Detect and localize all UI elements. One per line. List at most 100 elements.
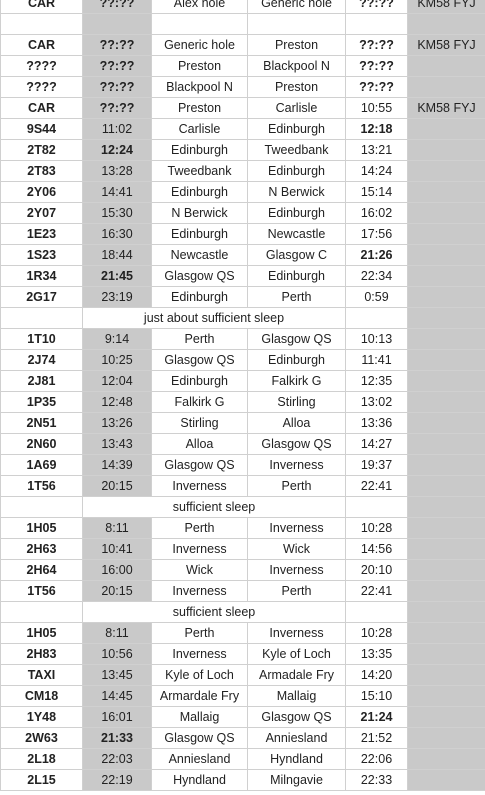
departure-cell: 16:30: [82, 223, 152, 245]
origin-cell: Newcastle: [151, 244, 248, 266]
unit-cell: [407, 412, 485, 434]
arrival-cell: 0:59: [345, 286, 408, 308]
destination-cell: Anniesland: [247, 727, 346, 749]
departure-cell: 20:15: [82, 580, 152, 602]
destination-cell: Perth: [247, 475, 346, 497]
departure-cell: 16:01: [82, 706, 152, 728]
trip-row: 1E23 16:30 Edinburgh Newcastle 17:56: [0, 223, 485, 245]
unit-cell: [407, 181, 485, 203]
origin-cell: Alex hole: [151, 0, 248, 14]
departure-cell: 13:26: [82, 412, 152, 434]
unit-cell: [407, 601, 485, 623]
departure-cell: 11:02: [82, 118, 152, 140]
departure-cell: 22:03: [82, 748, 152, 770]
origin-cell: Armardale Fry: [151, 685, 248, 707]
departure-cell: ??:??: [82, 34, 152, 56]
rest-note: just about sufficient sleep: [82, 307, 346, 329]
headcode-cell: 1E23: [0, 223, 83, 245]
origin-cell: Perth: [151, 328, 248, 350]
arrival-cell: 15:14: [345, 181, 408, 203]
destination-cell: N Berwick: [247, 181, 346, 203]
unit-cell: [407, 118, 485, 140]
departure-cell: 12:24: [82, 139, 152, 161]
departure-cell: 16:00: [82, 559, 152, 581]
headcode-cell: CAR: [0, 0, 83, 14]
arrival-cell: 10:55: [345, 97, 408, 119]
trip-row: 2N51 13:26 Stirling Alloa 13:36: [0, 412, 485, 434]
unit-cell: [407, 286, 485, 308]
origin-cell: Glasgow QS: [151, 349, 248, 371]
arrival-cell: 20:10: [345, 559, 408, 581]
trip-row: 1T56 20:15 Inverness Perth 22:41: [0, 475, 485, 497]
trip-row: 1S23 18:44 Newcastle Glasgow C 21:26: [0, 244, 485, 266]
unit-cell: [407, 475, 485, 497]
headcode-cell: 1Y48: [0, 706, 83, 728]
trip-row: ??????:?? Blackpool N Preston??:??: [0, 76, 485, 98]
unit-cell: [407, 328, 485, 350]
arrival-cell: 10:28: [345, 517, 408, 539]
arrival-cell: 11:41: [345, 349, 408, 371]
origin-cell: N Berwick: [151, 202, 248, 224]
unit-cell: [407, 706, 485, 728]
trip-row: CM18 14:45 Armardale Fry Mallaig 15:10: [0, 685, 485, 707]
unit-cell: [407, 244, 485, 266]
departure-cell: 14:45: [82, 685, 152, 707]
arrival-cell: ??:??: [345, 34, 408, 56]
empty-cell: [345, 496, 408, 518]
headcode-cell: 9S44: [0, 118, 83, 140]
trip-row: 1T56 20:15 Inverness Perth 22:41: [0, 580, 485, 602]
origin-cell: Preston: [151, 97, 248, 119]
headcode-cell: 2H83: [0, 643, 83, 665]
arrival-cell: 10:13: [345, 328, 408, 350]
arrival-cell: 21:26: [345, 244, 408, 266]
origin-cell: Wick: [151, 559, 248, 581]
destination-cell: Stirling: [247, 391, 346, 413]
origin-cell: Edinburgh: [151, 370, 248, 392]
rest-note-row: sufficient sleep: [0, 601, 485, 623]
arrival-cell: 13:36: [345, 412, 408, 434]
departure-cell: 12:04: [82, 370, 152, 392]
origin-cell: Inverness: [151, 643, 248, 665]
departure-cell: 21:33: [82, 727, 152, 749]
destination-cell: Preston: [247, 34, 346, 56]
origin-cell: Falkirk G: [151, 391, 248, 413]
origin-cell: Stirling: [151, 412, 248, 434]
rest-note: sufficient sleep: [82, 601, 346, 623]
trip-row: 1T10 9:14 Perth Glasgow QS 10:13: [0, 328, 485, 350]
headcode-cell: 1T56: [0, 475, 83, 497]
headcode-cell: 2N60: [0, 433, 83, 455]
empty-cell: [247, 13, 346, 35]
departure-cell: 10:41: [82, 538, 152, 560]
destination-cell: Generic hole: [247, 0, 346, 14]
departure-cell: 13:45: [82, 664, 152, 686]
origin-cell: Blackpool N: [151, 76, 248, 98]
origin-cell: Edinburgh: [151, 181, 248, 203]
trip-row: 2H63 10:41 Inverness Wick 14:56: [0, 538, 485, 560]
destination-cell: Glasgow QS: [247, 706, 346, 728]
rest-note-row: sufficient sleep: [0, 496, 485, 518]
origin-cell: Glasgow QS: [151, 727, 248, 749]
headcode-cell: 1S23: [0, 244, 83, 266]
unit-cell: [407, 580, 485, 602]
origin-cell: Carlisle: [151, 118, 248, 140]
trip-row: 1R34 21:45 Glasgow QS Edinburgh 22:34: [0, 265, 485, 287]
trip-row: CAR??:?? Alex hole Generic hole??:?? KM58 F…: [0, 0, 485, 14]
arrival-cell: 21:52: [345, 727, 408, 749]
departure-cell: 10:56: [82, 643, 152, 665]
destination-cell: Inverness: [247, 454, 346, 476]
destination-cell: Glasgow QS: [247, 433, 346, 455]
origin-cell: Preston: [151, 55, 248, 77]
headcode-cell: 1A69: [0, 454, 83, 476]
headcode-cell: 1H05: [0, 622, 83, 644]
empty-cell: [151, 13, 248, 35]
headcode-cell: 1T10: [0, 328, 83, 350]
departure-cell: 8:11: [82, 622, 152, 644]
empty-cell: [345, 601, 408, 623]
origin-cell: Edinburgh: [151, 139, 248, 161]
arrival-cell: 10:28: [345, 622, 408, 644]
destination-cell: Inverness: [247, 517, 346, 539]
destination-cell: Milngavie: [247, 769, 346, 791]
arrival-cell: 12:18: [345, 118, 408, 140]
departure-cell: 13:43: [82, 433, 152, 455]
unit-cell: [407, 769, 485, 791]
